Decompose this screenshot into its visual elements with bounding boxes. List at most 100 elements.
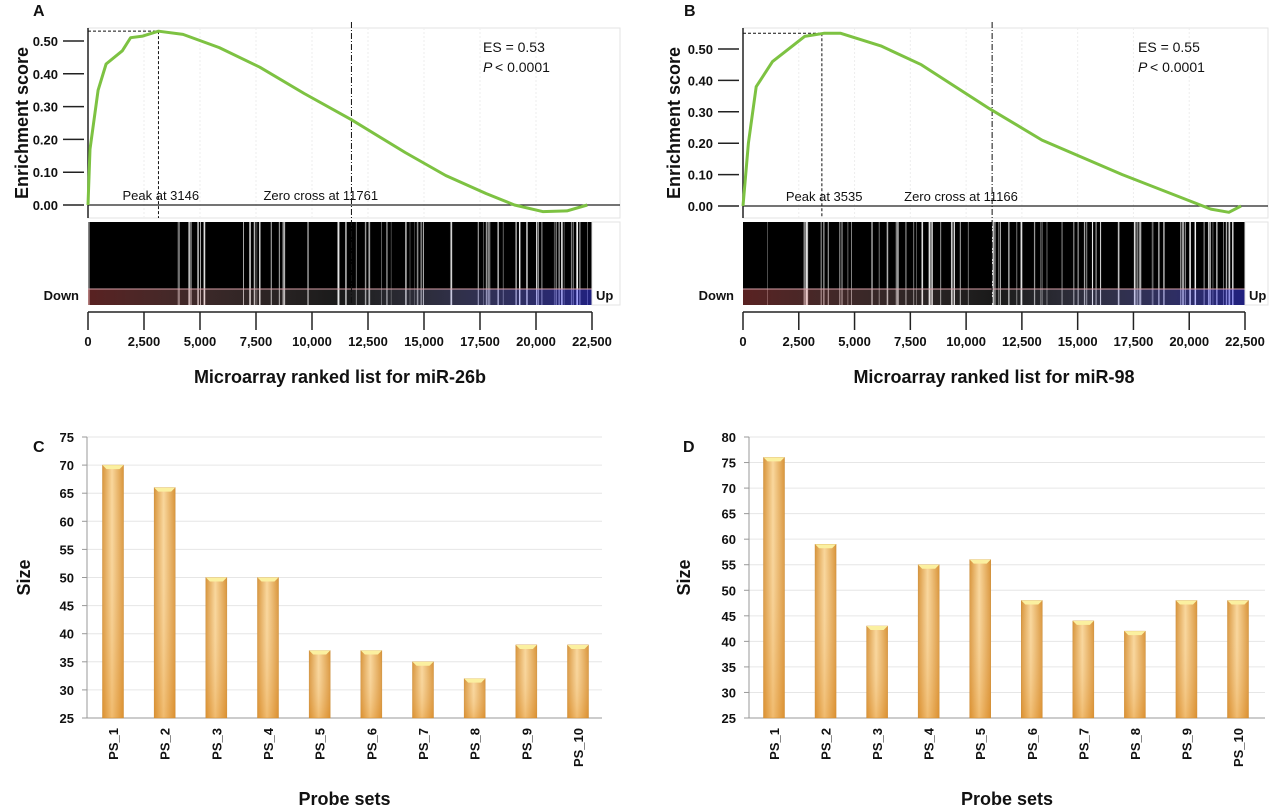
gene-hit-line: [537, 222, 539, 305]
gene-hit-line: [1189, 222, 1191, 305]
y-tick-label: 0.40: [688, 73, 713, 88]
gene-hit-line: [450, 222, 453, 305]
gene-hit-line: [253, 222, 256, 305]
gene-hit-line: [570, 222, 572, 305]
gene-hit-line: [405, 222, 407, 305]
gsea-panel-b: B 0.00 0.10 0.20 0.30 0.40 0.50 Enrichment scor…: [664, 3, 1269, 387]
x-tick-label: 10,000: [946, 334, 986, 349]
p-label: P: [1138, 59, 1148, 75]
gene-hit-barcode: [88, 222, 592, 305]
gene-hit-line: [1135, 222, 1137, 305]
gene-hit-line: [88, 222, 90, 305]
gene-hit-line: [1046, 222, 1048, 305]
panel-letter: C: [33, 439, 45, 456]
gene-hit-line: [416, 222, 419, 305]
x-tick-label: 7,500: [894, 334, 927, 349]
gene-hit-line: [1182, 222, 1184, 305]
bar-panel-d: D 25 30 35 40 45 50 55 60 65 70 75 80 PS_1 PS_2 PS_3 PS_…: [674, 430, 1265, 809]
gene-hit-line: [1212, 222, 1214, 305]
x-tick-label: PS_7: [416, 728, 431, 760]
gene-hit-line: [1232, 222, 1234, 305]
gene-hit-line: [337, 222, 340, 305]
gene-hit-line: [950, 222, 953, 305]
gene-hit-line: [477, 222, 479, 305]
gene-hit-line: [177, 222, 179, 305]
y-tick-label: 0.40: [33, 67, 58, 82]
gene-hit-line: [929, 222, 932, 305]
gene-hit-line: [1020, 222, 1023, 305]
gene-hit-line: [1117, 222, 1120, 305]
bar-top-highlight: [154, 487, 176, 492]
y-tick-label: 0.50: [688, 42, 713, 57]
panel-letter: B: [684, 3, 696, 20]
x-tick-label: 0: [739, 334, 746, 349]
y-tick-label: 45: [722, 609, 736, 624]
x-tick-label: 22,500: [572, 334, 612, 349]
x-tick-label: PS_8: [468, 728, 483, 760]
gene-hit-line: [839, 222, 841, 305]
gene-hit-line: [1091, 222, 1094, 305]
x-tick-label: 2,500: [783, 334, 816, 349]
y-tick-label: 40: [60, 627, 74, 642]
gene-hit-line: [827, 222, 829, 305]
gene-hit-line: [337, 222, 338, 305]
gene-hit-line: [572, 222, 574, 305]
x-tick-label: 15,000: [404, 334, 444, 349]
gene-hit-line: [1137, 222, 1139, 305]
bar-shade: [866, 626, 888, 718]
x-tick-label: 15,000: [1058, 334, 1098, 349]
gene-hit-line: [558, 222, 560, 305]
y-tick-label: 75: [60, 430, 74, 445]
x-tick-label: 17,500: [460, 334, 500, 349]
gene-hit-line: [998, 222, 1000, 305]
y-tick-label: 35: [60, 655, 74, 670]
y-tick-label: 55: [60, 542, 74, 557]
gene-hit-line: [497, 222, 499, 305]
gene-hit-line: [380, 222, 382, 305]
x-tick-label: 5,000: [838, 334, 871, 349]
x-tick-label: PS_9: [1179, 728, 1194, 760]
bar-top-highlight: [1175, 600, 1197, 605]
gene-hit-barcode: [743, 222, 1245, 305]
bar-shade: [205, 577, 227, 718]
gene-hit-line: [561, 222, 563, 305]
gene-hit-line: [1215, 222, 1218, 305]
bar-shade: [154, 487, 176, 718]
y-tick-label: 65: [60, 486, 74, 501]
gene-hit-line: [414, 222, 415, 305]
gene-hit-line: [1085, 222, 1088, 305]
down-label: Down: [699, 288, 734, 303]
y-tick-label: 75: [722, 456, 736, 471]
bar-top-highlight: [815, 544, 837, 549]
y-tick-label: 0.30: [33, 100, 58, 115]
gene-hit-line: [1073, 222, 1075, 305]
x-axis-title: Microarray ranked list for miR-26b: [194, 367, 486, 387]
gene-hit-line: [203, 222, 206, 305]
p-value: < 0.0001: [1150, 59, 1205, 75]
gene-hit-line: [1223, 222, 1224, 305]
bar-top-highlight: [1072, 620, 1094, 625]
gene-hit-line: [940, 222, 942, 305]
gene-hit-line: [553, 222, 555, 305]
bar-shade: [1227, 600, 1249, 718]
gene-hit-line: [895, 222, 897, 305]
gene-hit-line: [1203, 222, 1205, 305]
gene-hit-line: [487, 222, 490, 305]
gene-hit-line: [805, 222, 807, 305]
gene-hit-line: [1077, 222, 1079, 305]
gene-hit-line: [913, 222, 915, 305]
bar-top-highlight: [360, 650, 382, 655]
gene-hit-line: [931, 222, 933, 305]
bar-shade: [1021, 600, 1043, 718]
bar-top-highlight: [515, 644, 537, 649]
gene-hit-line: [806, 222, 809, 305]
gene-hit-line: [1008, 222, 1010, 305]
gene-hit-line: [576, 222, 579, 305]
bar-top-highlight: [464, 678, 486, 683]
bar-top-highlight: [309, 650, 331, 655]
gene-hit-line: [896, 222, 898, 305]
panel-letter: D: [683, 439, 695, 456]
gene-hit-line: [188, 222, 191, 305]
gene-hit-line: [820, 222, 822, 305]
gene-hit-line: [259, 222, 261, 305]
